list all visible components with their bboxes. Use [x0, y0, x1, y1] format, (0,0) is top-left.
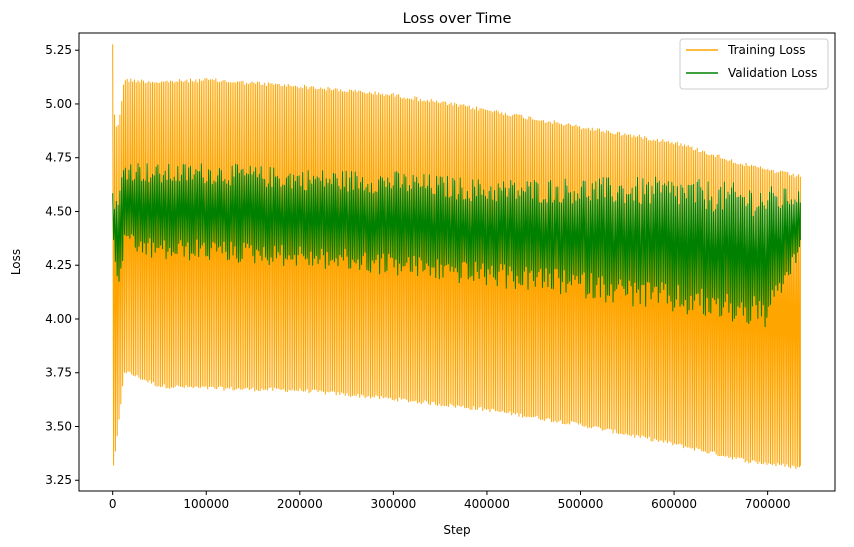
y-tick-label: 5.00 [45, 97, 72, 111]
series-line-training-loss [112, 44, 801, 469]
x-tick-label: 500000 [558, 497, 604, 511]
y-tick-label: 4.00 [45, 312, 72, 326]
x-axis-title: Step [443, 523, 470, 537]
series-line-validation-loss [112, 163, 801, 328]
y-tick-label: 4.75 [45, 151, 72, 165]
y-tick-label: 5.25 [45, 43, 72, 57]
x-axis-ticks: 0 100000 200000 300000 400000 500000 600000 700… [109, 491, 791, 511]
y-tick-label: 3.25 [45, 473, 72, 487]
y-tick-label: 3.50 [45, 419, 72, 433]
plot-area-frame [78, 32, 836, 492]
legend-label-training-loss: Training Loss [727, 43, 805, 57]
legend-label-validation-loss: Validation Loss [728, 66, 817, 80]
x-tick-label: 600000 [651, 497, 697, 511]
y-tick-label: 4.50 [45, 204, 72, 218]
y-tick-label: 3.75 [45, 366, 72, 380]
y-tick-label: 4.25 [45, 258, 72, 272]
x-tick-label: 100000 [183, 497, 229, 511]
x-tick-label: 0 [109, 497, 117, 511]
y-axis-title: Loss [9, 249, 23, 275]
legend: Training Loss Validation Loss [679, 38, 829, 90]
x-tick-label: 200000 [277, 497, 323, 511]
x-tick-label: 700000 [745, 497, 791, 511]
x-tick-label: 300000 [370, 497, 416, 511]
plot-lines [112, 44, 801, 469]
legend-box [679, 38, 829, 90]
x-tick-label: 400000 [464, 497, 510, 511]
chart-title: Loss over Time [403, 11, 512, 27]
y-axis-ticks: 3.25 3.50 3.75 4.00 4.25 4.50 4.75 5.00 5.25 [45, 43, 79, 487]
